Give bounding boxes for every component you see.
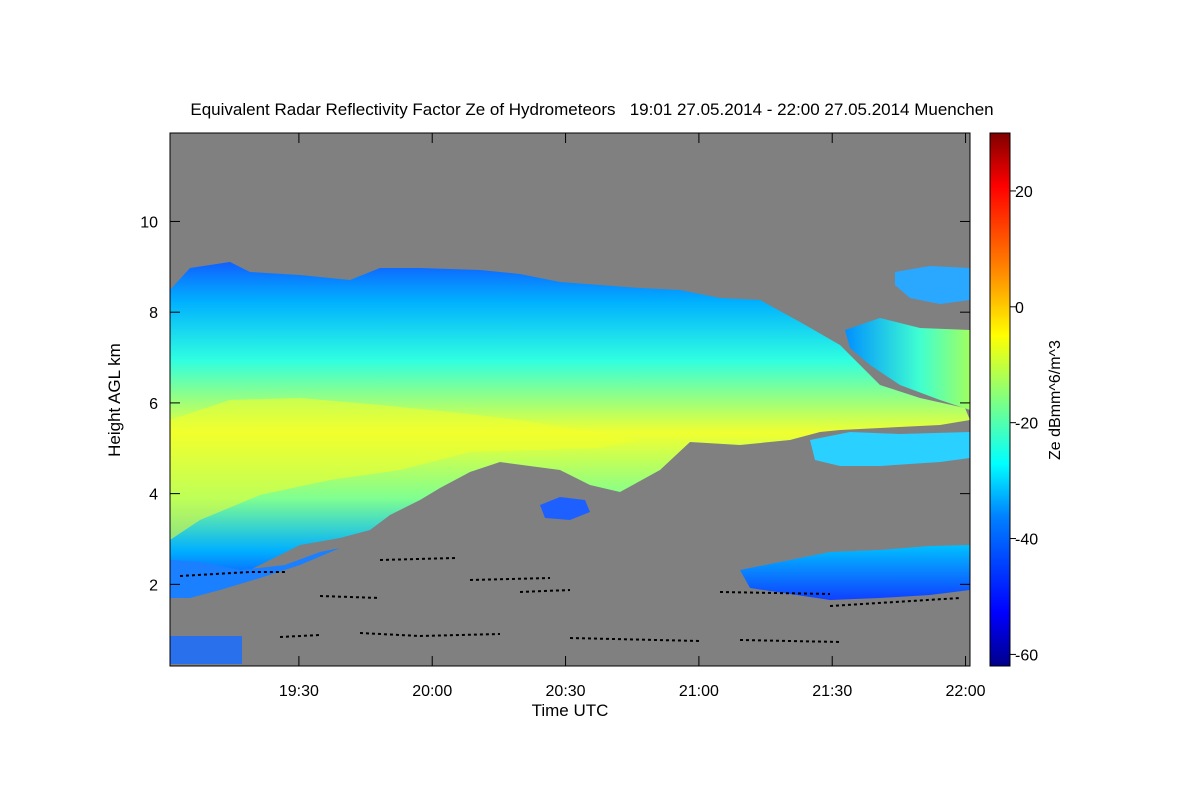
y-tick-label: 8 [149,305,158,322]
lower-left-echoes [170,548,340,598]
right-middle-layer [810,432,970,466]
upper-ice-layer [170,262,970,590]
chart-title: Equivalent Radar Reflectivity Factor Ze … [190,100,993,119]
y-tick-label: 4 [149,487,158,504]
y-tick-label: 6 [149,396,158,413]
x-tick-label: 21:30 [812,683,852,700]
upper-ice-layer-core [170,398,640,540]
right-top-layer [895,266,970,304]
x-tick-label: 19:30 [279,683,319,700]
clutter-lines [179,557,961,643]
right-upper-layer [845,318,970,410]
x-tick-label: 20:00 [412,683,452,700]
ground-clutter [170,636,242,664]
colorbar: 20 0 -20 -40 -60 Ze dBmm^6/m^3 [989,132,1064,667]
colorbar-tick-label: -40 [1015,532,1038,549]
plot-area [169,132,971,667]
y-tick-label: 10 [140,214,158,231]
colorbar-label: Ze dBmm^6/m^3 [1047,340,1064,460]
colorbar-tick-label: -20 [1015,416,1038,433]
colorbar-tick-label: 20 [1015,184,1033,201]
x-axis-label: Time UTC [532,701,609,720]
colorbar-ticks: 20 0 -20 -40 -60 [1010,184,1038,664]
lower-boundary-echoes [740,545,970,600]
y-axis: 2 4 6 8 10 [140,214,970,594]
colorbar-tick-label: -60 [1015,647,1038,664]
x-axis: 19:30 20:00 20:30 21:00 21:30 22:00 [279,133,986,700]
x-tick-label: 21:00 [679,683,719,700]
echo-layers [170,262,970,664]
y-axis-label: Height AGL km [105,343,124,457]
small-echo-blob [540,497,590,520]
colorbar-tick-label: 0 [1015,300,1024,317]
x-tick-label: 20:30 [546,683,586,700]
plot-frame [169,132,971,667]
y-tick-label: 2 [149,577,158,594]
x-tick-label: 22:00 [946,683,986,700]
colorbar-gradient [989,132,1011,667]
